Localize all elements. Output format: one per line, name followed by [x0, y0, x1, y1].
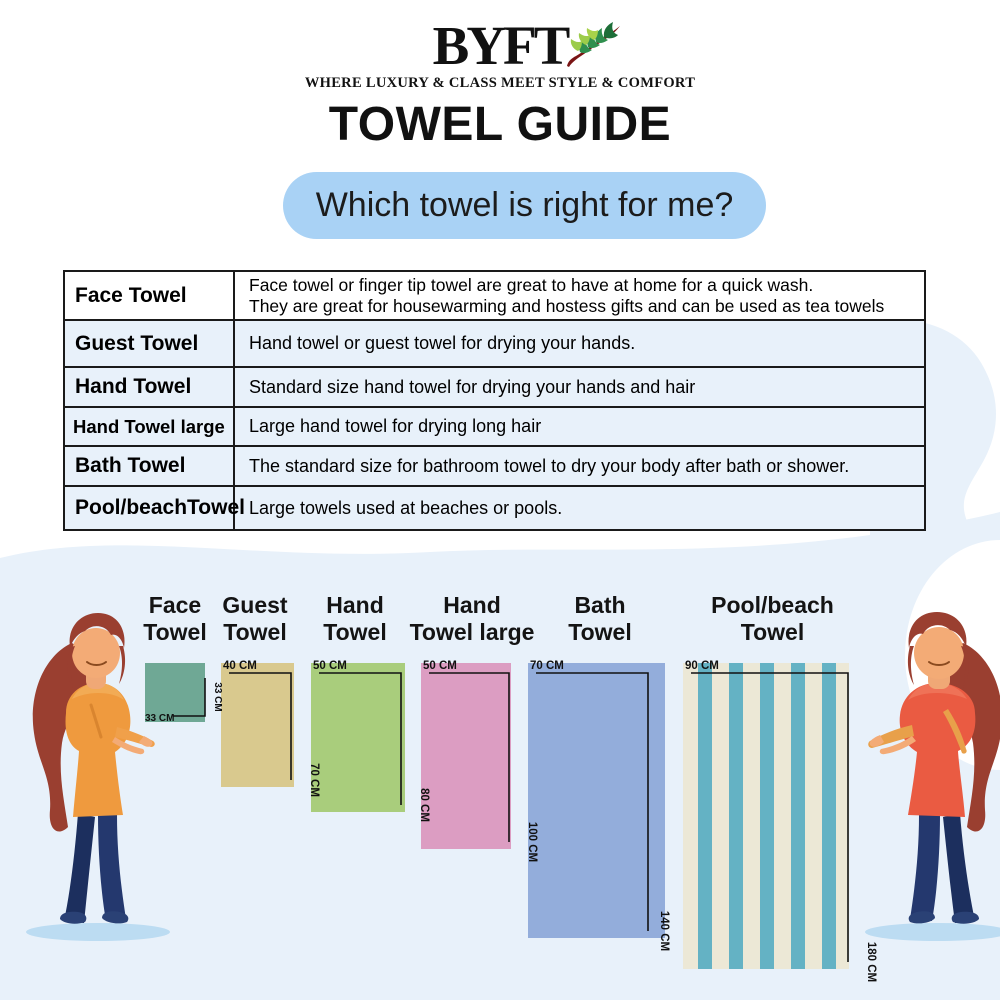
svg-text:50 CM: 50 CM	[313, 660, 347, 672]
svg-text:90 CM: 90 CM	[685, 660, 719, 672]
svg-text:33 CM: 33 CM	[145, 713, 174, 724]
svg-text:140 CM: 140 CM	[658, 911, 670, 951]
svg-text:180 CM: 180 CM	[865, 942, 877, 982]
svg-text:40 CM: 40 CM	[223, 660, 257, 672]
svg-text:50 CM: 50 CM	[423, 660, 457, 672]
svg-text:70 CM: 70 CM	[530, 660, 564, 672]
